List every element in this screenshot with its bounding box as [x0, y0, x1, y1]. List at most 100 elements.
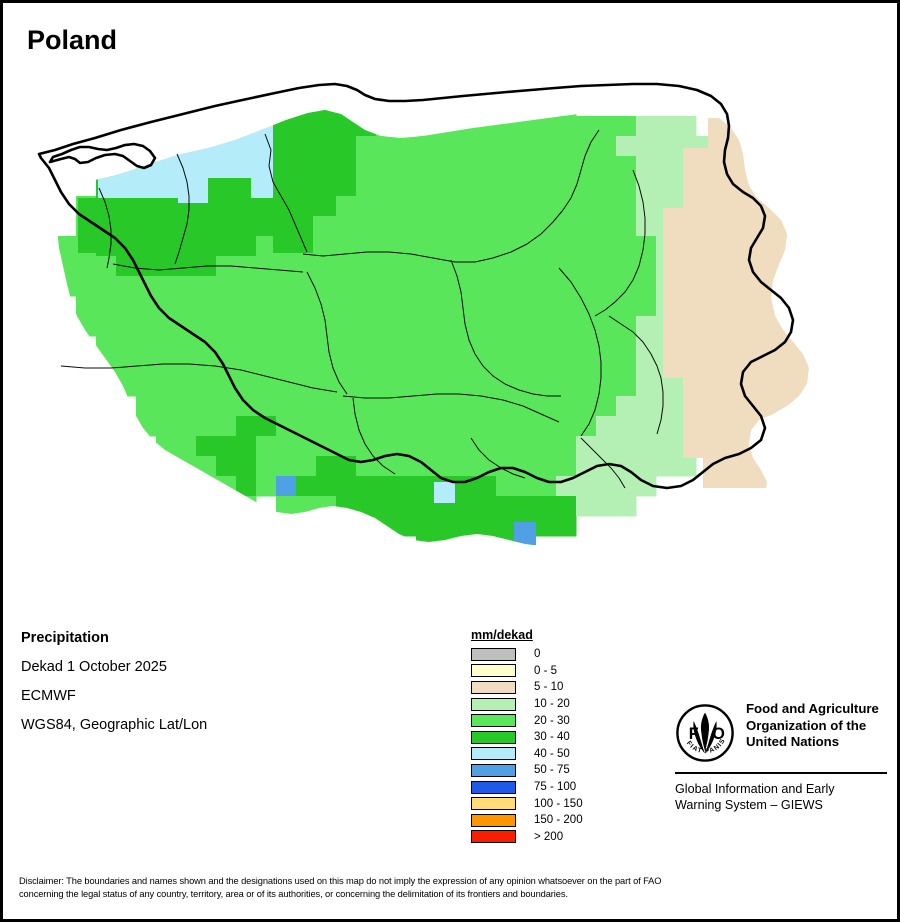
raster-cell [496, 196, 517, 217]
raster-cell [636, 116, 657, 137]
raster-cell [656, 176, 677, 197]
disclaimer-line-2: concerning the legal status of any count… [19, 889, 568, 900]
raster-cell [536, 196, 557, 217]
legend-row: 75 - 100 [471, 779, 583, 796]
raster-cell [596, 496, 617, 517]
fao-org-line-1: Food and Agriculture [746, 701, 879, 716]
raster-cell [456, 336, 477, 357]
raster-cell [96, 156, 117, 177]
raster-cell [556, 106, 577, 117]
raster-cell [456, 156, 477, 177]
raster-cell [276, 456, 297, 477]
raster-cell [216, 436, 237, 457]
raster-cell [336, 116, 357, 137]
raster-cell [196, 116, 217, 137]
raster-cell [616, 136, 637, 157]
raster-cell [396, 476, 417, 497]
raster-cell [336, 416, 357, 437]
raster-cell [96, 316, 117, 337]
raster-cell [176, 296, 197, 317]
raster-cell [376, 236, 397, 257]
raster-cell [436, 196, 457, 217]
raster-cell [536, 456, 557, 477]
raster-cell [336, 156, 357, 177]
legend-row: 30 - 40 [471, 729, 583, 746]
raster-cell [376, 196, 397, 217]
raster-cell [596, 316, 617, 337]
raster-cell [316, 396, 337, 417]
raster-cell [57, 236, 77, 257]
legend-label: 0 [534, 648, 541, 661]
svg-text:O: O [712, 725, 725, 743]
raster-cell [616, 236, 637, 257]
raster-cell [396, 516, 417, 537]
raster-cell [396, 276, 417, 297]
legend-swatch [471, 680, 516, 694]
raster-cell [636, 276, 657, 297]
raster-cell [536, 296, 557, 317]
raster-cell [256, 296, 277, 317]
raster-cell [596, 236, 617, 257]
raster-cell [556, 196, 577, 217]
raster-cell [616, 196, 637, 217]
raster-cell [596, 256, 617, 277]
raster-cell [376, 176, 397, 197]
raster-cell [536, 436, 557, 457]
raster-cell [416, 216, 437, 237]
raster-cell [336, 436, 357, 457]
raster-cell [356, 416, 377, 437]
raster-cell [636, 196, 657, 217]
raster-cell [556, 276, 577, 297]
info-projection: WGS84, Geographic Lat/Lon [21, 716, 208, 733]
raster-cell [356, 336, 377, 357]
raster-cell [296, 316, 317, 337]
raster-cell [356, 116, 377, 137]
raster-cell [356, 216, 377, 237]
raster-cell [136, 356, 157, 377]
raster-cell [356, 536, 377, 546]
raster-cell [416, 496, 437, 517]
legend-row: 20 - 30 [471, 712, 583, 729]
raster-cell [576, 376, 597, 397]
raster-cell [416, 516, 437, 537]
raster-cell [336, 196, 357, 217]
legend-swatch [471, 763, 516, 777]
raster-cell [536, 106, 557, 117]
raster-cell [516, 106, 537, 117]
raster-cell [556, 136, 577, 157]
raster-cell [456, 436, 477, 457]
raster-cell [76, 296, 97, 317]
raster-cell [216, 456, 237, 477]
raster-cell [176, 416, 197, 437]
raster-cell [516, 396, 537, 417]
raster-cell [636, 316, 657, 337]
raster-cell [316, 256, 337, 277]
raster-cell [556, 256, 577, 277]
raster-cell [436, 216, 457, 237]
raster-cell [516, 176, 537, 197]
raster-cell [576, 276, 597, 297]
raster-cell [276, 276, 297, 297]
raster-cell [456, 256, 477, 277]
fao-org-line-3: United Nations [746, 734, 840, 749]
raster-cell [516, 136, 537, 157]
legend-swatch [471, 830, 516, 844]
raster-cell [296, 416, 317, 437]
raster-cell [536, 276, 557, 297]
raster-cell [596, 156, 617, 177]
raster-cell [356, 256, 377, 277]
raster-cell [376, 416, 397, 437]
raster-cell [556, 436, 577, 457]
raster-cell [236, 196, 257, 217]
raster-cell [356, 136, 377, 157]
voivodeship-boundaries [60, 129, 664, 489]
raster-cell [596, 436, 617, 457]
raster-cell [336, 296, 357, 317]
raster-cell [676, 456, 697, 477]
raster-cell [396, 176, 417, 197]
raster-cell [496, 496, 517, 517]
raster-cell [336, 176, 357, 197]
raster-cell [256, 456, 277, 477]
raster-cell [636, 176, 657, 197]
raster-cell [416, 116, 437, 137]
